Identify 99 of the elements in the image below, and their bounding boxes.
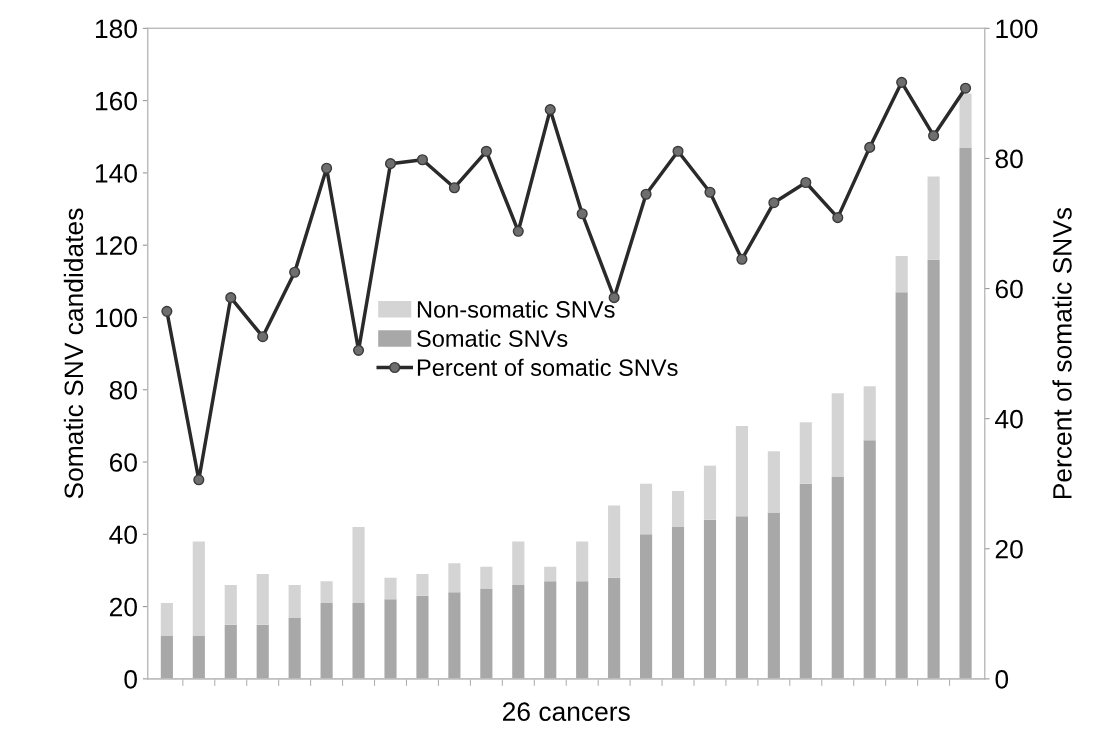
bar (735, 425, 748, 517)
bar (863, 440, 876, 679)
bar (927, 259, 940, 679)
x-axis-title: 26 cancers (503, 702, 630, 722)
bar (544, 581, 557, 679)
bar (831, 476, 844, 679)
bar (416, 595, 429, 679)
y-tick-label: 180 (95, 19, 137, 39)
y-tick-label: 20 (109, 597, 137, 617)
y2-tick-label: 40 (995, 409, 1023, 429)
bar (448, 592, 461, 679)
bar (895, 256, 908, 293)
bar (320, 581, 333, 603)
bar (895, 292, 908, 679)
point (257, 331, 269, 343)
y-tick-label: 100 (95, 308, 137, 328)
legend-label: Non-somatic SNVs (417, 300, 615, 318)
point (384, 158, 397, 170)
y-tick-label: 120 (95, 236, 137, 256)
bar (799, 483, 812, 679)
point (672, 145, 684, 157)
bar (671, 527, 685, 679)
legend-label: Somatic SNVs (417, 329, 568, 347)
point (544, 104, 556, 116)
bar (512, 584, 525, 679)
point (640, 188, 652, 200)
y-tick-label: 40 (109, 525, 137, 545)
bar (448, 563, 461, 593)
bar (352, 602, 365, 679)
bar (160, 602, 173, 636)
bar (799, 422, 812, 484)
y2-tick-label: 100 (996, 19, 1038, 39)
point (896, 76, 908, 88)
bar (384, 599, 397, 679)
bar (512, 541, 525, 585)
bar (735, 516, 748, 679)
bar (480, 588, 493, 679)
bar (416, 574, 429, 596)
bar (671, 490, 685, 528)
point (832, 212, 844, 224)
point (353, 344, 365, 356)
bar (480, 566, 493, 589)
point (928, 130, 940, 142)
y2-tick-label: 80 (995, 149, 1023, 169)
bar (352, 527, 365, 603)
bar (576, 581, 589, 679)
bar (927, 176, 940, 260)
point (704, 186, 716, 198)
bar (160, 635, 173, 679)
bar (320, 602, 333, 679)
bar (576, 541, 589, 582)
bar (256, 574, 269, 625)
bar (959, 147, 972, 679)
bar (703, 519, 717, 679)
bar (640, 534, 653, 679)
bar (288, 584, 301, 618)
point (736, 253, 748, 265)
y2-tick-label: 20 (995, 539, 1023, 559)
bar (863, 386, 876, 441)
bar (544, 566, 557, 582)
bar (831, 393, 844, 477)
point (448, 182, 460, 194)
bar (256, 624, 269, 679)
y2-axis-title: Percent of somatic SNVs (1052, 207, 1072, 499)
point (225, 292, 237, 304)
bar (384, 577, 397, 600)
point (768, 197, 780, 209)
point (321, 162, 333, 174)
bar (640, 483, 653, 535)
bar (224, 584, 237, 625)
bar (767, 512, 780, 679)
y2-tick-label: 60 (995, 279, 1023, 299)
bar (192, 635, 205, 679)
y2-tick-label: 0 (995, 669, 1009, 689)
point (193, 474, 205, 486)
point (959, 82, 972, 94)
bar (703, 465, 717, 520)
point (416, 154, 429, 166)
point (480, 145, 492, 157)
point (289, 266, 301, 278)
y-axis-title: Somatic SNV candidates (63, 208, 84, 499)
bar (192, 541, 205, 636)
bar (959, 93, 972, 148)
bar (288, 617, 301, 679)
point (512, 225, 524, 237)
y-tick-label: 80 (109, 380, 137, 400)
y-tick-label: 0 (124, 669, 137, 689)
bar (608, 505, 621, 578)
point (161, 305, 173, 317)
point (864, 141, 876, 153)
bar (608, 577, 621, 679)
point (800, 176, 812, 189)
bar (767, 451, 780, 513)
bar (224, 624, 237, 679)
y-tick-label: 160 (95, 91, 137, 111)
point (576, 208, 588, 220)
y-tick-label: 140 (95, 164, 137, 183)
legend-label: Percent of somatic SNVs (417, 358, 678, 377)
y-tick-label: 60 (109, 453, 137, 472)
